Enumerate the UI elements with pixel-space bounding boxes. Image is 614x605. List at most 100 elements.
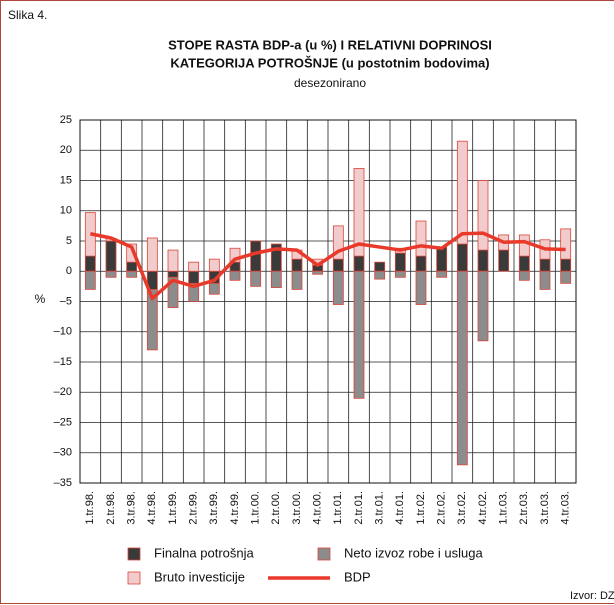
bar xyxy=(415,220,427,257)
legend-swatch xyxy=(127,547,141,561)
x-tick-label: 4.tr.03. xyxy=(560,491,572,525)
bar xyxy=(456,140,468,245)
x-tick-label: 3.tr.02. xyxy=(456,491,468,525)
y-tick-label: 20 xyxy=(60,144,72,156)
bar xyxy=(477,270,489,342)
bar xyxy=(332,225,344,260)
bar xyxy=(353,167,365,257)
bar xyxy=(208,258,220,272)
bar xyxy=(229,270,241,281)
y-tick-label: –10 xyxy=(54,326,72,338)
y-tick-label: 15 xyxy=(60,174,72,186)
bar xyxy=(456,243,468,272)
chart-subtitle: desezonirano xyxy=(294,76,366,90)
bar xyxy=(415,270,427,305)
bar xyxy=(146,288,158,351)
bar xyxy=(560,270,572,284)
source: Izvor: DZS xyxy=(570,590,614,602)
x-tick-label: 2.tr.03. xyxy=(518,491,530,525)
legend-label: Finalna potrošnja xyxy=(154,545,254,560)
y-axis-label: % xyxy=(35,292,46,306)
bar xyxy=(374,261,386,272)
x-tick-label: 1.tr.02. xyxy=(415,491,427,525)
bar xyxy=(105,270,117,278)
bar xyxy=(332,258,344,272)
bar xyxy=(270,270,282,288)
legend-label: Bruto investicije xyxy=(154,569,245,584)
bar xyxy=(353,270,365,399)
x-tick-label: 1.tr.03. xyxy=(498,491,510,525)
y-tick-label: 10 xyxy=(60,205,72,217)
bar xyxy=(208,282,220,295)
y-tick-label: 25 xyxy=(60,114,72,126)
x-tick-label: 3.tr.03. xyxy=(539,491,551,525)
x-tick-label: 4.tr.99. xyxy=(229,491,241,525)
x-tick-label: 2.tr.02. xyxy=(436,491,448,525)
bar xyxy=(188,282,200,302)
bar xyxy=(188,270,200,284)
legend-label: BDP xyxy=(344,569,371,584)
chart-title: KATEGORIJA POTROŠNJE (u postotnim bodovi… xyxy=(170,55,489,70)
bar xyxy=(353,255,365,272)
y-tick-label: 0 xyxy=(66,265,72,277)
x-tick-label: 2.tr.98. xyxy=(105,491,117,525)
x-tick-label: 3.tr.00. xyxy=(291,491,303,525)
figure-label: Slika 4. xyxy=(8,8,47,22)
y-tick-label: –25 xyxy=(54,416,72,428)
bar xyxy=(126,243,138,263)
legend-swatch xyxy=(317,547,331,561)
bar xyxy=(229,247,241,263)
x-tick-label: 1.tr.00. xyxy=(250,491,262,525)
bar xyxy=(146,237,158,272)
bar xyxy=(126,261,138,272)
x-tick-label: 3.tr.01. xyxy=(374,491,386,525)
y-tick-label: –35 xyxy=(54,477,72,489)
plot-border xyxy=(79,119,577,484)
x-tick-label: 2.tr.99. xyxy=(188,491,200,525)
y-tick-label: –20 xyxy=(54,386,72,398)
bar xyxy=(518,255,530,272)
bar xyxy=(126,270,138,278)
legend-label: Neto izvoz robe i usluga xyxy=(344,545,484,560)
bar xyxy=(436,246,448,272)
x-tick-label: 1.tr.01. xyxy=(332,491,344,525)
bar xyxy=(539,258,551,272)
x-tick-label: 3.tr.99. xyxy=(208,491,220,525)
x-tick-label: 4.tr.00. xyxy=(312,491,324,525)
y-tick-label: –30 xyxy=(54,447,72,459)
bar xyxy=(539,270,551,290)
x-tick-label: 3.tr.98. xyxy=(126,491,138,525)
bar xyxy=(415,255,427,272)
y-tick-label: –5 xyxy=(60,295,72,307)
x-tick-label: 4.tr.02. xyxy=(477,491,489,525)
x-tick-label: 2.tr.00. xyxy=(270,491,282,525)
bar xyxy=(312,270,324,275)
bar xyxy=(477,180,489,251)
bar xyxy=(84,255,96,272)
y-tick-label: 5 xyxy=(66,235,72,247)
bar xyxy=(291,270,303,290)
bar xyxy=(394,270,406,278)
bar xyxy=(560,258,572,272)
bar xyxy=(84,270,96,290)
bar xyxy=(518,270,530,281)
chart-title: STOPE RASTA BDP-a (u %) I RELATIVNI DOPR… xyxy=(168,37,492,52)
bar xyxy=(188,261,200,272)
bar xyxy=(560,228,572,260)
bar xyxy=(477,249,489,272)
bar xyxy=(167,276,179,308)
x-tick-label: 4.tr.98. xyxy=(146,491,158,525)
bar xyxy=(394,252,406,272)
bar xyxy=(250,240,262,272)
bar xyxy=(105,240,117,272)
bar xyxy=(167,249,179,272)
x-tick-label: 1.tr.98. xyxy=(84,491,96,525)
bar xyxy=(498,249,510,272)
bar xyxy=(167,270,179,278)
x-tick-label: 4.tr.01. xyxy=(394,491,406,525)
bar xyxy=(291,258,303,272)
bar xyxy=(456,270,468,466)
bar xyxy=(332,270,344,305)
